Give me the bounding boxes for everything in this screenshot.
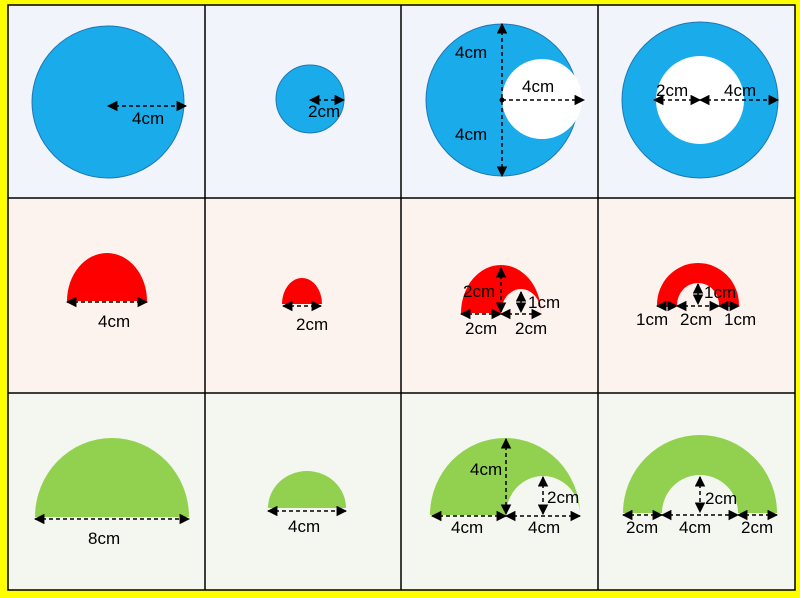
left-base-label: 4cm: [451, 518, 483, 537]
radius-label: 2cm: [308, 102, 340, 121]
left-base-label: 2cm: [465, 319, 497, 338]
diameter-label: 8cm: [88, 529, 120, 548]
hole-width-label: 4cm: [679, 518, 711, 537]
cell-r3c4: 2cm 2cm 4cm 2cm: [621, 435, 779, 537]
green-semicircle-large: [35, 438, 189, 517]
hole-radius-label: 2cm: [656, 81, 688, 100]
cell-r3c1: 8cm: [33, 438, 191, 548]
height-label: 4cm: [470, 460, 502, 479]
diameter-label: 2cm: [296, 315, 328, 334]
cell-r2c3: 2cm 1cm 2cm 2cm: [459, 265, 560, 338]
red-semicircle: [67, 253, 147, 301]
diameter-label: 4cm: [288, 517, 320, 536]
hole-height-label: 2cm: [705, 489, 737, 508]
right-base-label: 4cm: [528, 518, 560, 537]
radius-label: 4cm: [132, 109, 164, 128]
red-semicircle-small: [282, 278, 322, 304]
outer-radius-label: 4cm: [724, 81, 756, 100]
hole-label: 4cm: [522, 77, 554, 96]
cell-r3c2: 4cm: [266, 471, 348, 536]
left-band-label: 1cm: [636, 310, 668, 329]
green-semicircle-small: [268, 471, 346, 508]
cell-r1c4: 2cm 4cm: [621, 21, 780, 179]
hole-height-label: 1cm: [704, 283, 736, 302]
hole-width-label: 2cm: [680, 310, 712, 329]
right-band-label: 1cm: [724, 310, 756, 329]
cell-r1c3: 4cm 4cm 4cm: [425, 22, 586, 178]
upper-radius-label: 4cm: [455, 43, 487, 62]
right-base-label: 2cm: [515, 319, 547, 338]
hole-height-label: 2cm: [547, 488, 579, 507]
cell-r1c2: 2cm: [275, 64, 346, 134]
diameter-label: 4cm: [98, 312, 130, 331]
lower-radius-label: 4cm: [455, 125, 487, 144]
height-label: 2cm: [463, 282, 495, 301]
hole-height-label: 1cm: [528, 293, 560, 312]
green-arch: [623, 435, 777, 513]
cell-r2c2: 2cm: [281, 278, 328, 334]
cell-r2c1: 4cm: [65, 253, 149, 331]
large-circle: [31, 25, 185, 179]
right-band-label: 2cm: [741, 518, 773, 537]
small-circle: [275, 64, 345, 134]
cell-r3c3: 4cm 2cm 4cm 4cm: [430, 437, 582, 537]
cell-r2c4: 1cm 1cm 2cm 1cm: [636, 263, 756, 329]
left-band-label: 2cm: [626, 518, 658, 537]
grid-lines: [7, 4, 796, 591]
cell-r1c1: 4cm: [31, 25, 188, 179]
inner-hole: [502, 59, 582, 139]
red-arch: [657, 263, 739, 305]
